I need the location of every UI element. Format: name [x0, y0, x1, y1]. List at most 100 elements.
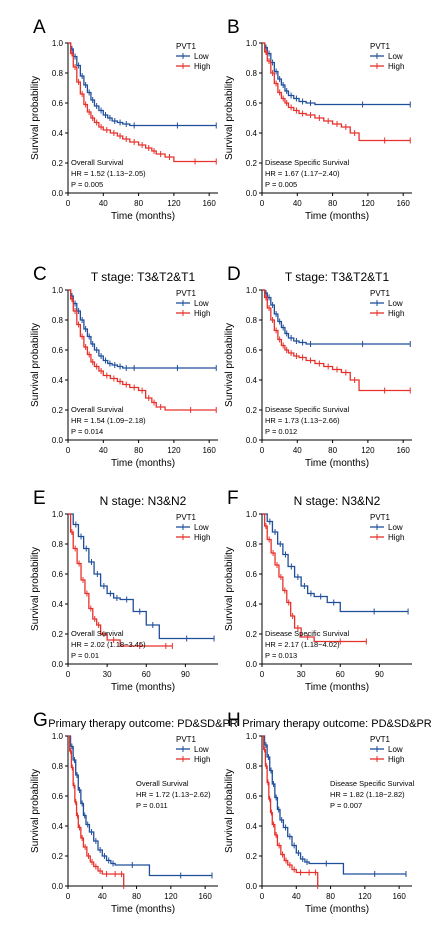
panel-e-title: N stage: N3&N2 [100, 494, 187, 508]
panel-c-ytick-label: 0.0 [52, 436, 64, 445]
panel-h-xtick-label: 80 [326, 892, 335, 901]
panel-e-xtick-label: 0 [66, 670, 71, 679]
panel-b-curve-high [262, 42, 411, 142]
panel-e-annotation-1: HR = 2.02 (1.18−3.45) [71, 640, 146, 649]
panel-g-ylabel: Survival probability [30, 769, 41, 853]
panel-e-label: E [33, 488, 46, 509]
panel-h-xtick-label: 0 [260, 892, 265, 901]
panel-f-xtick-label: 0 [260, 670, 265, 679]
panel-c-title: T stage: T3&T2&T1 [91, 270, 196, 284]
panel-b-annotation-1: HR = 1.67 (1.17−2.40) [265, 169, 340, 178]
panel-h-ytick-label: 0.2 [246, 852, 258, 861]
panel-b-ylabel: Survival probability [224, 76, 235, 160]
panel-f-title: N stage: N3&N2 [294, 494, 381, 508]
panel-h-annotation-2: P = 0.007 [330, 801, 362, 810]
panel-d-ytick-label: 0.4 [246, 376, 258, 385]
panel-c-annotation-2: P = 0.014 [71, 427, 103, 436]
panel-b-legend-label-low: Low [388, 52, 403, 61]
panel-c-ylabel: Survival probability [30, 323, 41, 407]
panel-d-title: T stage: T3&T2&T1 [285, 270, 390, 284]
panel-c-curve-low [68, 289, 217, 369]
panel-d-xtick-label: 40 [293, 446, 302, 455]
panel-h-ytick-label: 0.8 [246, 762, 258, 771]
panel-f-annotation-0: Disease Specific Survival [265, 629, 350, 638]
panel-a-annotation-1: HR = 1.52 (1.13−2.05) [71, 169, 146, 178]
panel-d-annotation-0: Disease Specific Survival [265, 405, 350, 414]
panel-g-ytick-label: 0.2 [52, 852, 64, 861]
panel-g-xlabel: Time (months) [111, 904, 175, 915]
panel-d-ytick-label: 0.0 [246, 436, 258, 445]
panel-h-ytick-label: 1.0 [246, 732, 258, 741]
panel-h-legend-label-high: High [388, 755, 404, 764]
panel-c-annotation-0: Overall Survival [71, 405, 124, 414]
panel-f-legend-label-low: Low [388, 523, 403, 532]
panel-e-ytick-label: 0.8 [52, 540, 64, 549]
panel-g-annotation-2: P = 0.011 [136, 801, 168, 810]
panel-b-ytick-label: 0.6 [246, 99, 258, 108]
panel-f: F N stage: N3&N2 0.0 0.2 0.4 0.6 0.8 1.0 0 30 60 90… [224, 488, 412, 693]
panel-c-ytick-label: 1.0 [52, 286, 64, 295]
panel-f-label: F [227, 488, 239, 509]
panel-d-label: D [227, 264, 241, 285]
panel-c-xtick-label: 80 [134, 446, 143, 455]
panel-h-ytick-label: 0.4 [246, 822, 258, 831]
panel-f-ytick-label: 0.6 [246, 570, 258, 579]
panel-h-legend-label-low: Low [388, 745, 403, 754]
panel-f-ytick-label: 0.8 [246, 540, 258, 549]
panel-a-ytick-label: 0.0 [52, 189, 64, 198]
panel-c-ytick-label: 0.8 [52, 316, 64, 325]
panel-h-curve-low [262, 735, 406, 875]
panel-f-ytick-label: 1.0 [246, 510, 258, 519]
panel-a-ytick-label: 1.0 [52, 39, 64, 48]
panel-f-ylabel: Survival probability [224, 547, 235, 631]
panel-f-xtick-label: 30 [297, 670, 306, 679]
panel-b-ytick-label: 1.0 [246, 39, 258, 48]
panel-a-xtick-label: 0 [66, 199, 71, 208]
panel-b-legend-label-high: High [388, 62, 404, 71]
panel-d-legend-label-low: Low [388, 299, 403, 308]
panel-g-annotation-1: HR = 1.72 (1.13−2.62) [136, 790, 211, 799]
panel-f-annotation-2: P = 0.013 [265, 651, 297, 660]
panel-f-xtick-label: 60 [336, 670, 345, 679]
panel-c-legend-label-low: Low [194, 299, 209, 308]
panel-a-xtick-label: 40 [99, 199, 108, 208]
panel-h-title: Primary therapy outcome: PD&SD&PR [242, 718, 432, 730]
panel-d-ytick-label: 1.0 [246, 286, 258, 295]
panel-a-legend-label-low: Low [194, 52, 209, 61]
panel-f-xlabel: Time (months) [305, 682, 369, 693]
panel-c-xtick-label: 120 [167, 446, 181, 455]
panel-g-xtick-label: 120 [164, 892, 178, 901]
panel-a-xtick-label: 120 [167, 199, 181, 208]
panel-c-legend-title: PVT1 [176, 289, 197, 298]
panel-b-ytick-label: 0.8 [246, 69, 258, 78]
panel-e-xtick-label: 30 [103, 670, 112, 679]
panel-h: H Primary therapy outcome: PD&SD&PR 0.0 0.2… [224, 710, 432, 915]
panel-g-ytick-label: 0.4 [52, 822, 64, 831]
panel-b-xtick-label: 120 [361, 199, 375, 208]
panel-e-xlabel: Time (months) [111, 682, 175, 693]
panel-h-legend-title: PVT1 [370, 735, 391, 744]
panel-e-legend-label-high: High [194, 533, 210, 542]
panel-g-ytick-label: 1.0 [52, 732, 64, 741]
panel-a-ytick-label: 0.4 [52, 129, 64, 138]
panel-c-xtick-label: 160 [202, 446, 216, 455]
panel-e-curve-high [68, 513, 173, 647]
panel-e-annotation-2: P = 0.01 [71, 651, 99, 660]
panel-h-ylabel: Survival probability [224, 769, 235, 853]
panel-h-annotation-0: Disease Specific Survival [330, 779, 415, 788]
panel-c-legend-label-high: High [194, 309, 210, 318]
panel-d-legend-label-high: High [388, 309, 404, 318]
panel-g-curve-low [68, 735, 212, 877]
panel-c-ytick-label: 0.4 [52, 376, 64, 385]
panel-g-xtick-label: 80 [132, 892, 141, 901]
panel-b-xtick-label: 160 [396, 199, 410, 208]
panel-d-xtick-label: 80 [328, 446, 337, 455]
panel-a-xlabel: Time (months) [111, 211, 175, 222]
panel-e: E N stage: N3&N2 0.0 0.2 0.4 0.6 0.8 1.0 0 30 60 90… [30, 488, 218, 693]
panel-c-ytick-label: 0.2 [52, 406, 64, 415]
panel-g-label: G [33, 710, 48, 731]
panel-d-annotation-1: HR = 1.73 (1.13−2.66) [265, 416, 340, 425]
panel-c-xtick-label: 0 [66, 446, 71, 455]
panel-e-legend-label-low: Low [194, 523, 209, 532]
